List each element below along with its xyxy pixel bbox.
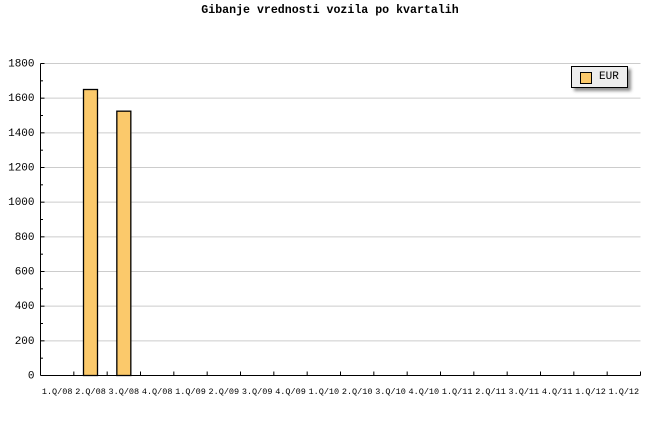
svg-text:3.Q/08: 3.Q/08 <box>109 387 140 397</box>
svg-text:1400: 1400 <box>8 128 34 140</box>
svg-text:3.Q/10: 3.Q/10 <box>375 387 406 397</box>
svg-text:1.Q/12: 1.Q/12 <box>575 387 606 397</box>
svg-text:1000: 1000 <box>8 197 34 209</box>
svg-text:1.Q/12: 1.Q/12 <box>609 387 640 397</box>
svg-text:4.Q/09: 4.Q/09 <box>275 387 306 397</box>
svg-text:4.Q/11: 4.Q/11 <box>542 387 573 397</box>
svg-text:1.Q/11: 1.Q/11 <box>442 387 473 397</box>
svg-text:2.Q/08: 2.Q/08 <box>75 387 106 397</box>
svg-text:2.Q/09: 2.Q/09 <box>209 387 240 397</box>
svg-text:600: 600 <box>15 267 35 279</box>
svg-text:4.Q/10: 4.Q/10 <box>409 387 440 397</box>
svg-text:1.Q/09: 1.Q/09 <box>175 387 206 397</box>
svg-text:4.Q/08: 4.Q/08 <box>142 387 173 397</box>
svg-text:2.Q/10: 2.Q/10 <box>342 387 373 397</box>
svg-text:3.Q/09: 3.Q/09 <box>242 387 273 397</box>
svg-text:3.Q/11: 3.Q/11 <box>509 387 540 397</box>
svg-text:1.Q/08: 1.Q/08 <box>42 387 73 397</box>
svg-text:800: 800 <box>15 232 35 244</box>
svg-text:1200: 1200 <box>8 163 34 175</box>
svg-text:400: 400 <box>15 301 35 313</box>
svg-text:1.Q/10: 1.Q/10 <box>309 387 340 397</box>
svg-text:1600: 1600 <box>8 93 34 105</box>
svg-text:200: 200 <box>15 336 35 348</box>
svg-text:0: 0 <box>28 371 35 383</box>
svg-text:2.Q/11: 2.Q/11 <box>475 387 506 397</box>
svg-text:1800: 1800 <box>8 59 34 71</box>
